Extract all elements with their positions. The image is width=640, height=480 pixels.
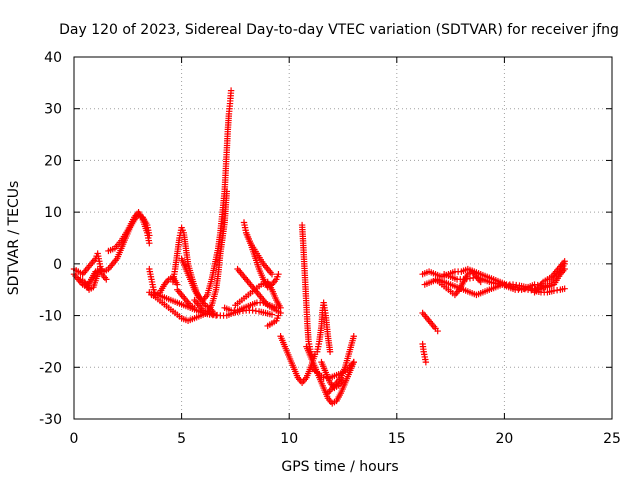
y-tick-label: -20 xyxy=(39,360,62,376)
data-point xyxy=(422,358,430,366)
plot-frame xyxy=(73,56,613,420)
x-tick-label: 0 xyxy=(70,431,79,447)
data-point xyxy=(268,311,276,318)
data-point xyxy=(326,348,334,355)
data-points xyxy=(70,87,568,407)
chart-title: Day 120 of 2023, Sidereal Day-to-day VTE… xyxy=(59,22,619,38)
data-point xyxy=(275,271,282,278)
y-tick-label: -30 xyxy=(39,412,62,428)
x-tick-label: 25 xyxy=(603,431,621,447)
data-point xyxy=(98,265,106,273)
data-point xyxy=(223,188,230,195)
data-point xyxy=(561,265,568,273)
y-tick-label: 30 xyxy=(44,102,62,118)
data-point xyxy=(339,377,347,384)
data-point xyxy=(275,312,282,319)
data-point xyxy=(273,304,280,312)
x-tick-label: 10 xyxy=(280,431,298,447)
data-point xyxy=(350,333,357,340)
data-point xyxy=(561,285,568,292)
data-point xyxy=(561,258,568,265)
data-point xyxy=(103,276,110,283)
data-point xyxy=(350,358,357,366)
data-point xyxy=(227,87,235,94)
x-tick-label: 20 xyxy=(495,431,513,447)
y-tick-label: 20 xyxy=(44,153,62,169)
data-point xyxy=(434,327,441,335)
x-tick-label: 5 xyxy=(177,431,186,447)
y-tick-label: 10 xyxy=(44,205,62,221)
x-axis-label: GPS time / hours xyxy=(281,459,398,475)
data-point xyxy=(268,271,276,278)
axis-ticks: 0 5 10 15 20 25 -30 -20 -10 0 10 20 30 40 xyxy=(39,50,621,447)
grid-lines xyxy=(74,57,612,419)
data-point xyxy=(210,309,218,317)
y-tick-label: 40 xyxy=(44,50,62,66)
y-tick-label: 0 xyxy=(53,257,62,273)
data-point xyxy=(191,304,198,312)
y-tick-label: -10 xyxy=(39,309,62,325)
y-axis-label: SDTVAR / TECUs xyxy=(6,181,22,296)
x-tick-label: 15 xyxy=(388,431,406,447)
data-point xyxy=(146,239,153,247)
